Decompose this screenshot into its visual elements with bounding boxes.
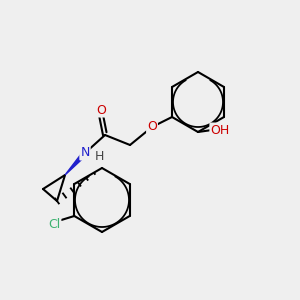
Text: H: H	[94, 151, 104, 164]
Text: Cl: Cl	[48, 218, 60, 230]
Polygon shape	[65, 151, 87, 175]
Text: O: O	[96, 103, 106, 116]
Text: OH: OH	[210, 124, 230, 136]
Text: O: O	[147, 121, 157, 134]
Text: N: N	[80, 146, 90, 160]
